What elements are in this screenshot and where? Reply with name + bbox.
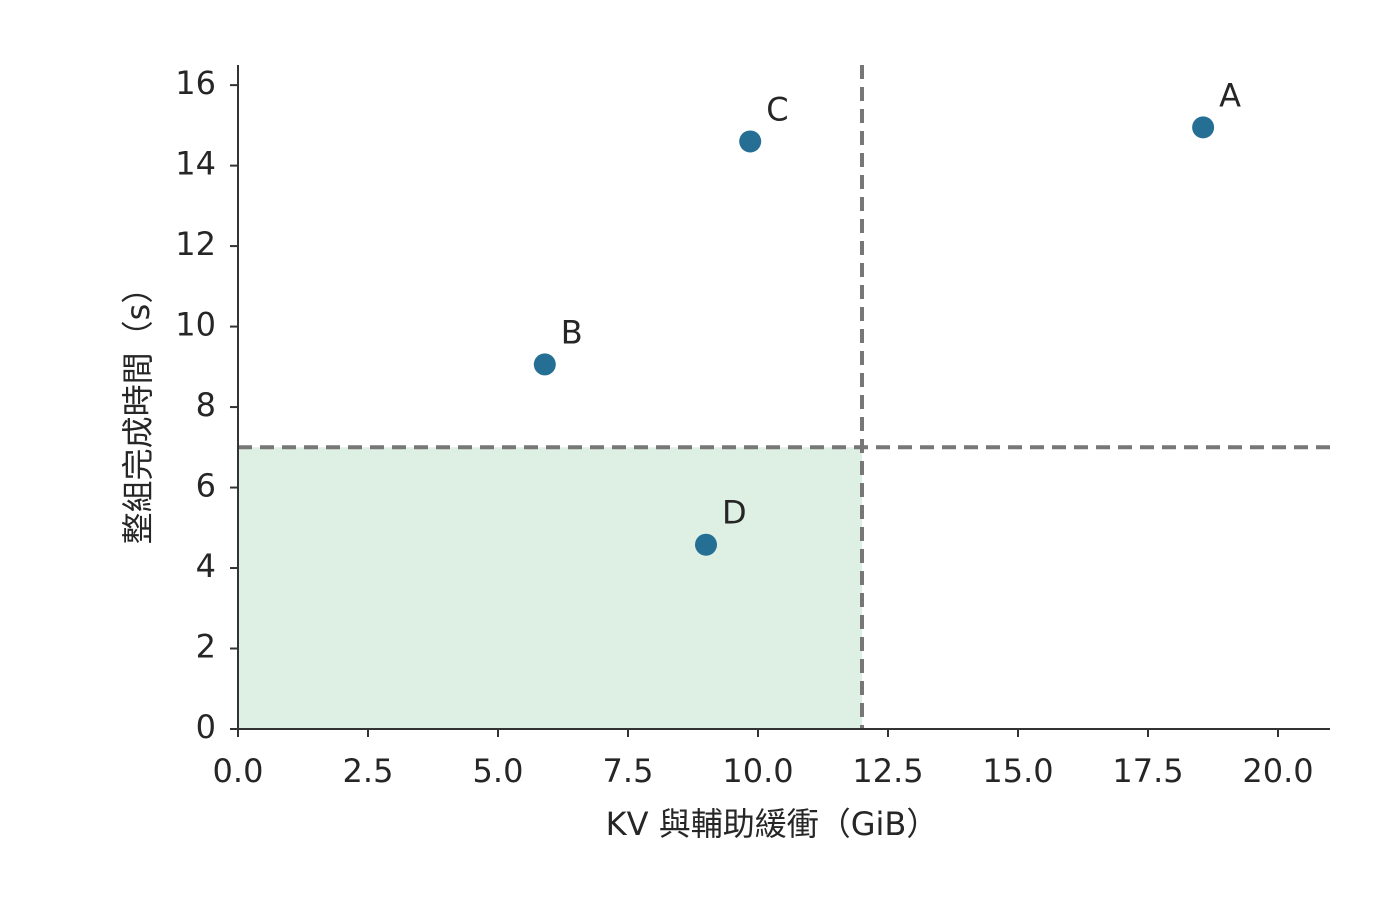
x-tick-label: 17.5 (1112, 752, 1183, 790)
y-tick-label: 2 (196, 628, 216, 666)
x-tick-label: 2.5 (343, 752, 394, 790)
y-tick-label: 16 (175, 64, 216, 102)
x-tick-label: 0.0 (213, 752, 264, 790)
x-axis-label: KV 與輔助緩衝（GiB） (606, 805, 939, 843)
y-tick-label: 12 (175, 225, 216, 263)
y-tick-label: 10 (175, 306, 216, 344)
x-tick-label: 5.0 (473, 752, 524, 790)
x-tick-label: 15.0 (982, 752, 1053, 790)
point (739, 130, 762, 153)
y-tick-label: 6 (196, 467, 216, 505)
point-label: D (722, 494, 747, 532)
point-label: A (1219, 76, 1241, 114)
point-label: C (766, 90, 788, 128)
x-tick-label: 7.5 (603, 752, 654, 790)
point (533, 353, 556, 376)
x-tick-label: 12.5 (852, 752, 923, 790)
y-tick-label: 14 (175, 145, 216, 183)
y-tick-label: 4 (196, 547, 216, 585)
x-tick-label: 10.0 (722, 752, 793, 790)
point (1192, 116, 1215, 139)
y-tick-label: 0 (196, 708, 216, 746)
target-region (238, 447, 862, 729)
point-label: B (561, 313, 583, 351)
y-axis-label: 整組完成時間（s） (119, 272, 157, 545)
y-tick-label: 8 (196, 386, 216, 424)
point (695, 533, 717, 556)
x-tick-label: 20.0 (1242, 752, 1313, 790)
